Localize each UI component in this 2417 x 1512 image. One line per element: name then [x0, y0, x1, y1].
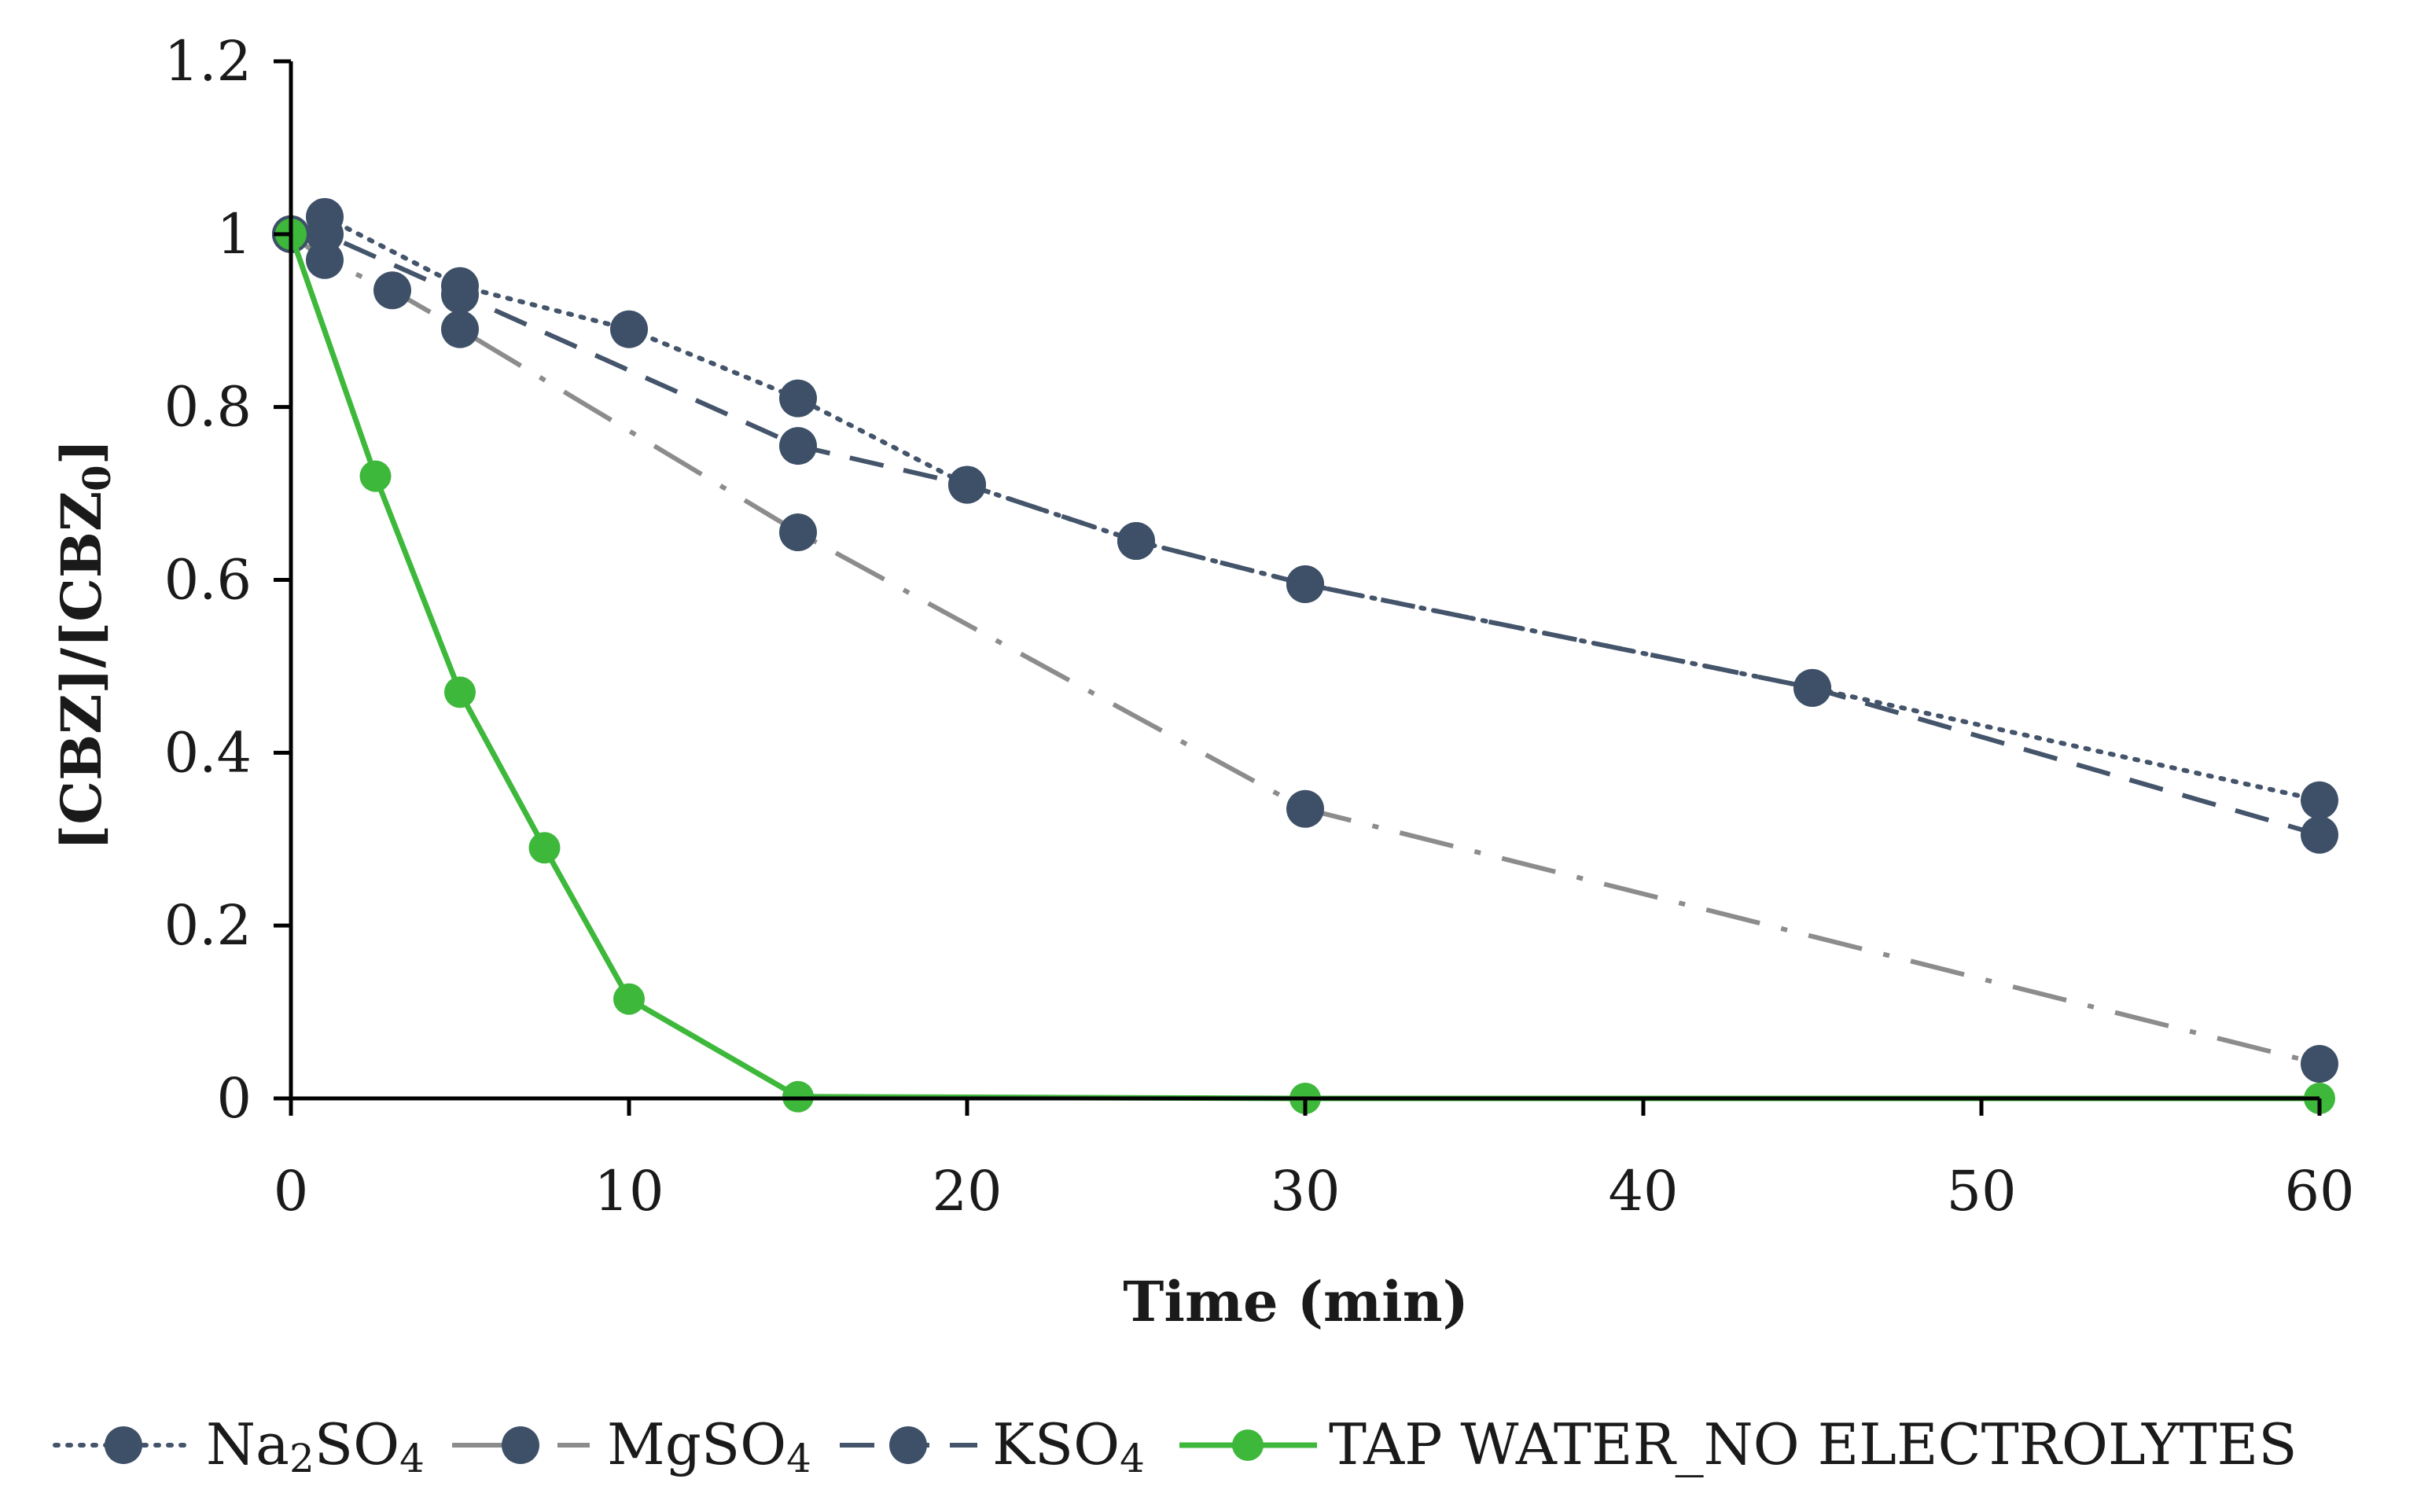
- data-point: [373, 271, 411, 310]
- x-tick-label: 50: [1946, 1159, 2016, 1223]
- data-point: [306, 241, 344, 279]
- legend-label: Na2SO4: [206, 1411, 425, 1481]
- legend-item: KSO4: [840, 1411, 1145, 1481]
- data-point: [1793, 668, 1831, 707]
- y-axis-title: [CBZ]/[CBZ0]: [49, 439, 120, 850]
- series-layer: [272, 197, 2338, 1114]
- y-axis-ticks: 0 0.2 0.4 0.6 0.8 1 1.2: [164, 29, 291, 1131]
- legend-marker-swatch: [889, 1426, 927, 1464]
- data-point: [779, 513, 817, 552]
- data-point: [441, 310, 479, 348]
- legend-item: Na2SO4: [53, 1411, 425, 1481]
- data-point: [2301, 815, 2338, 854]
- series-line: [289, 214, 2322, 803]
- x-tick-label: 0: [274, 1159, 309, 1223]
- data-point: [444, 676, 476, 708]
- legend-marker-swatch: [105, 1426, 142, 1464]
- series-na2so4: [272, 197, 2338, 819]
- legend: Na2SO4 MgSO4 KSO4 TAP WATER_NO ELECTROLYTES: [53, 1411, 2297, 1481]
- x-tick-label: 20: [932, 1159, 1002, 1223]
- y-tick-label: 0.2: [164, 893, 252, 958]
- y-tick-label: 0.4: [164, 720, 252, 785]
- data-point: [359, 460, 392, 492]
- y-tick-label: 1: [216, 202, 252, 267]
- data-point: [948, 465, 986, 504]
- y-axis-title-main: [CBZ]/[CBZ: [49, 491, 114, 851]
- series-line: [291, 231, 2320, 837]
- data-point: [1286, 789, 1324, 828]
- x-tick-label: 10: [594, 1159, 664, 1223]
- legend-label: MgSO4: [607, 1411, 811, 1481]
- series-mgso4: [272, 215, 2338, 1083]
- x-tick-label: 60: [2284, 1159, 2354, 1223]
- y-tick-label: 0.6: [164, 548, 252, 613]
- y-tick-label: 0: [216, 1066, 252, 1131]
- y-axis-title-subscript: 0: [75, 465, 120, 491]
- legend-label: KSO4: [992, 1411, 1145, 1481]
- data-point: [2301, 1045, 2338, 1083]
- data-point: [779, 427, 817, 465]
- y-tick-label: 0.8: [164, 375, 252, 440]
- legend-marker-swatch: [1232, 1429, 1264, 1461]
- data-point: [2301, 781, 2338, 819]
- data-point: [1117, 522, 1155, 561]
- data-point: [306, 215, 344, 253]
- y-tick-label: 1.2: [164, 29, 252, 94]
- x-tick-label: 30: [1270, 1159, 1340, 1223]
- x-axis-title: Time (min): [1123, 1269, 1468, 1334]
- series-kso4: [272, 215, 2338, 854]
- data-point: [441, 275, 479, 314]
- x-tick-label: 40: [1608, 1159, 1678, 1223]
- y-axis-title-tail: ]: [49, 439, 114, 465]
- x-axis-ticks: 0 10 20 30 40 50 60: [274, 1098, 2355, 1223]
- data-point: [1286, 565, 1324, 603]
- legend-label: TAP WATER_NO ELECTROLYTES: [1329, 1411, 2297, 1477]
- data-point: [528, 832, 561, 864]
- data-point: [779, 379, 817, 418]
- legend-item: TAP WATER_NO ELECTROLYTES: [1179, 1411, 2297, 1477]
- data-point: [610, 310, 648, 348]
- series-tap-water-no-electrolytes: [275, 218, 2335, 1114]
- legend-item: MgSO4: [452, 1411, 811, 1481]
- series-line: [288, 233, 2320, 1102]
- legend-marker-swatch: [502, 1426, 539, 1464]
- data-point: [613, 983, 645, 1015]
